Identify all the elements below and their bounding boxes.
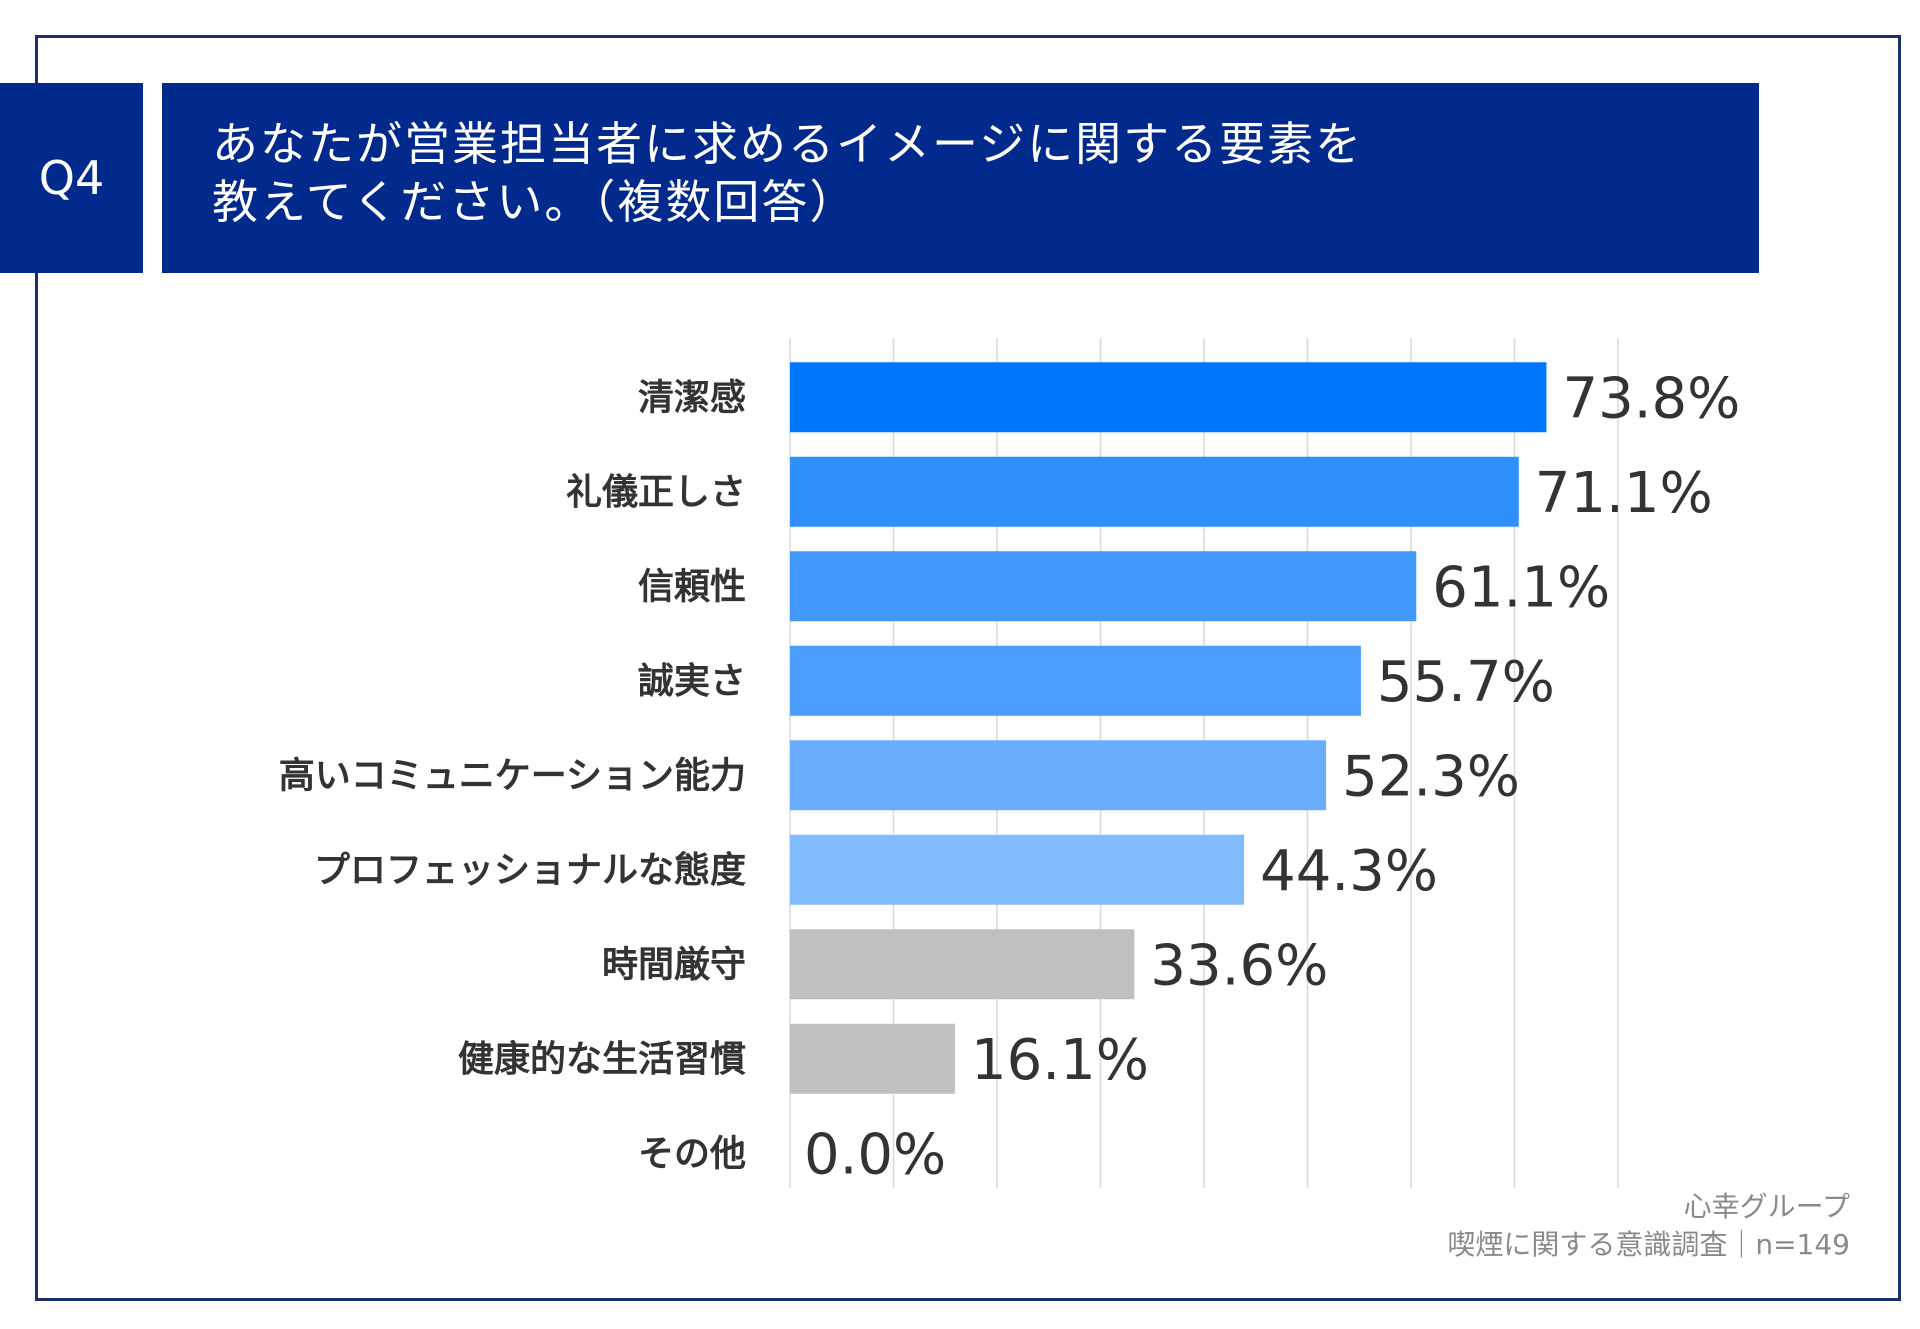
category-label: 時間厳守 [602,944,746,985]
value-label: 44.3% [1260,839,1438,904]
value-label: 61.1% [1432,555,1610,620]
question-title-line-2: 教えてください。（複数回答） [212,175,858,229]
category-label: 高いコミュニケーション能力 [279,755,746,796]
bar [790,740,1327,811]
source-organization: 心幸グループ [1683,1190,1850,1223]
source-survey: 喫煙に関する意識調査｜n=149 [1447,1228,1850,1261]
bar [790,362,1547,433]
value-label: 55.7% [1377,650,1555,715]
value-label: 0.0% [804,1122,946,1187]
category-label: その他 [638,1133,746,1174]
bar [790,834,1245,905]
value-label: 52.3% [1342,744,1520,809]
question-badge: Q4 [0,83,143,273]
bar [790,929,1135,1000]
category-label: 礼儀正しさ [566,472,746,513]
bar [790,456,1519,527]
bar [790,551,1417,622]
source-note: 心幸グループ 喫煙に関する意識調査｜n=149 [1447,1188,1850,1264]
category-label: 信頼性 [638,566,746,607]
category-label: プロフェッショナルな態度 [314,850,746,891]
value-label: 16.1% [971,1028,1149,1093]
question-title-line-1: あなたが営業担当者に求めるイメージに関する要素を [212,117,1364,171]
chart-frame [35,35,1901,1301]
category-label: 誠実さ [638,661,746,702]
category-label: 健康的な生活習慣 [458,1038,746,1080]
question-title: あなたが営業担当者に求めるイメージに関する要素を 教えてください。（複数回答） [162,83,1759,273]
bar [790,1023,956,1094]
value-label: 73.8% [1562,366,1740,431]
value-label: 33.6% [1150,933,1328,998]
bar [790,645,1361,716]
value-label: 71.1% [1535,461,1713,526]
category-label: 清潔感 [638,377,746,418]
